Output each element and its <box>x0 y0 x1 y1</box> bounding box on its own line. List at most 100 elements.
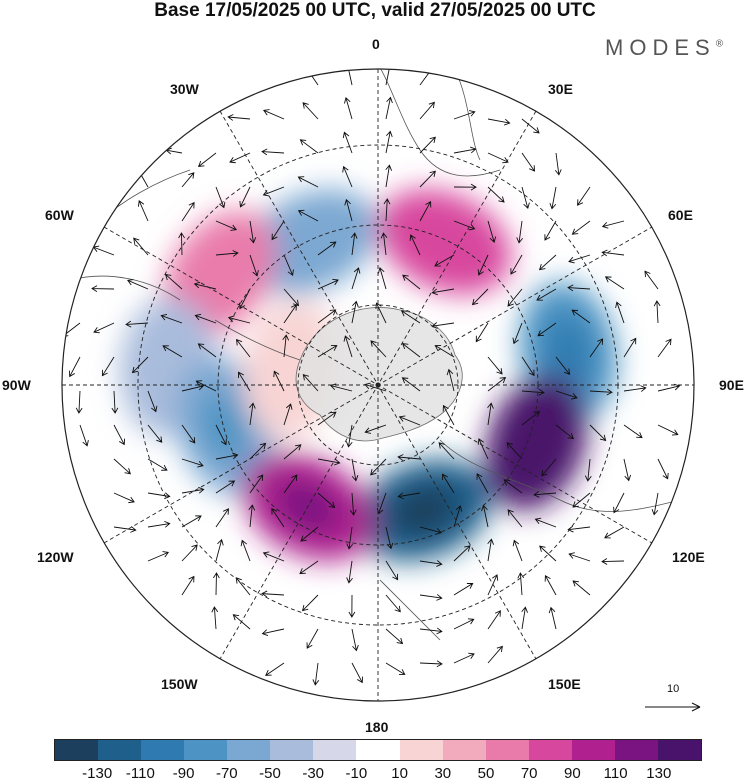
wind-vector <box>301 594 319 612</box>
wind-vector <box>181 172 195 188</box>
wind-vector <box>317 492 336 509</box>
wind-vector <box>536 288 557 301</box>
wind-vector <box>521 118 540 134</box>
wind-vector <box>487 220 497 243</box>
wind-vector <box>434 254 455 267</box>
wind-vector <box>181 458 204 468</box>
wind-vector <box>589 338 604 358</box>
anomaly-core <box>200 391 251 461</box>
wind-vector <box>342 165 353 188</box>
colorbar-tick-label: 30 <box>434 765 452 782</box>
wind-vector <box>249 442 267 460</box>
wind-vector <box>283 474 298 494</box>
wind-vector <box>419 101 435 120</box>
wind-vector <box>651 492 659 516</box>
wind-vector <box>265 662 285 676</box>
wind-vector <box>312 662 320 686</box>
wind-vector <box>385 662 406 675</box>
colorbar-swatch <box>356 740 400 760</box>
wind-vector <box>178 232 185 256</box>
wind-vector <box>262 109 285 120</box>
colorbar-tick-label: -10 <box>345 765 368 782</box>
wind-vector <box>68 356 81 378</box>
wind-vector <box>453 183 477 191</box>
wind-vector <box>261 590 285 598</box>
wind-vector <box>383 198 391 222</box>
wind-vector <box>344 69 353 86</box>
meridian-label-60w: 60W <box>45 207 74 223</box>
wind-vector <box>197 152 217 168</box>
wind-vector <box>227 114 251 121</box>
wind-vector <box>568 552 591 562</box>
colorbar-ticks: -130 -110 -90 -70 -50 -30 -10 10 30 50 70 90 110 130 <box>54 765 702 783</box>
wind-vector <box>317 241 337 256</box>
wind-vector <box>487 152 509 164</box>
wind-vector <box>370 340 387 358</box>
wind-vector <box>517 572 525 596</box>
wind-vector <box>215 186 226 209</box>
wind-vector <box>401 377 421 392</box>
wind-vector <box>537 322 557 337</box>
wind-vector <box>487 118 511 126</box>
wind-vector <box>419 627 443 635</box>
wind-vector <box>589 424 607 442</box>
wind-vector <box>453 505 463 528</box>
wind-vector <box>283 288 300 307</box>
wind-vector <box>249 220 257 244</box>
colorbar-swatch <box>227 740 271 760</box>
wind-vector <box>446 368 455 392</box>
wind-vector <box>300 526 319 542</box>
wind-vector <box>111 390 119 414</box>
wind-vector <box>261 628 285 636</box>
wind-vector <box>299 560 319 575</box>
wind-vector <box>164 273 183 290</box>
wind-vector <box>113 492 135 504</box>
wind-vector <box>385 69 393 86</box>
colorbar-swatch <box>399 740 443 760</box>
wind-vector <box>282 334 290 358</box>
wind-vector <box>317 458 341 466</box>
wind-vector <box>567 284 591 292</box>
wind-vector <box>419 136 436 154</box>
wind-vector <box>507 509 523 528</box>
wind-vector <box>503 479 523 494</box>
meridian-label-60e: 60E <box>668 207 693 223</box>
colorbar-swatch <box>657 740 701 760</box>
wind-vector <box>380 232 388 256</box>
wind-vector <box>297 176 319 188</box>
wind-vector <box>555 390 578 400</box>
wind-vector <box>419 660 443 668</box>
wind-vector <box>348 594 356 618</box>
wind-vector <box>657 424 679 436</box>
colorbar-swatch <box>98 740 142 760</box>
colorbar-swatch <box>528 740 572 760</box>
wind-vector <box>604 276 625 290</box>
wind-vector <box>239 288 251 310</box>
wind-vector <box>453 618 475 630</box>
wind-vector <box>215 424 227 446</box>
wind-vector <box>239 186 251 208</box>
wind-vector <box>601 249 625 257</box>
map-boundary <box>61 68 695 702</box>
anomaly-core <box>144 331 193 402</box>
wind-vector <box>133 237 149 256</box>
wind-vector <box>516 220 524 244</box>
wind-vector <box>215 508 229 528</box>
wind-vector <box>521 152 536 172</box>
wind-vector <box>261 148 285 156</box>
wind-vector <box>487 186 505 203</box>
wind-vector <box>419 200 432 222</box>
wind-vector <box>211 606 219 630</box>
wind-vector <box>343 335 353 358</box>
meridian-label-150e: 150E <box>548 676 581 692</box>
wind-vector <box>249 402 256 426</box>
wind-vector <box>419 560 443 567</box>
wind-vector <box>434 345 455 358</box>
wind-vector <box>409 234 421 256</box>
wind-vector <box>442 473 455 494</box>
wind-vector <box>229 152 251 164</box>
colorbar-tick-label: -70 <box>215 765 238 782</box>
anomaly-core <box>389 484 458 536</box>
wind-vector <box>195 380 217 392</box>
brand-name: MODES <box>605 35 716 60</box>
